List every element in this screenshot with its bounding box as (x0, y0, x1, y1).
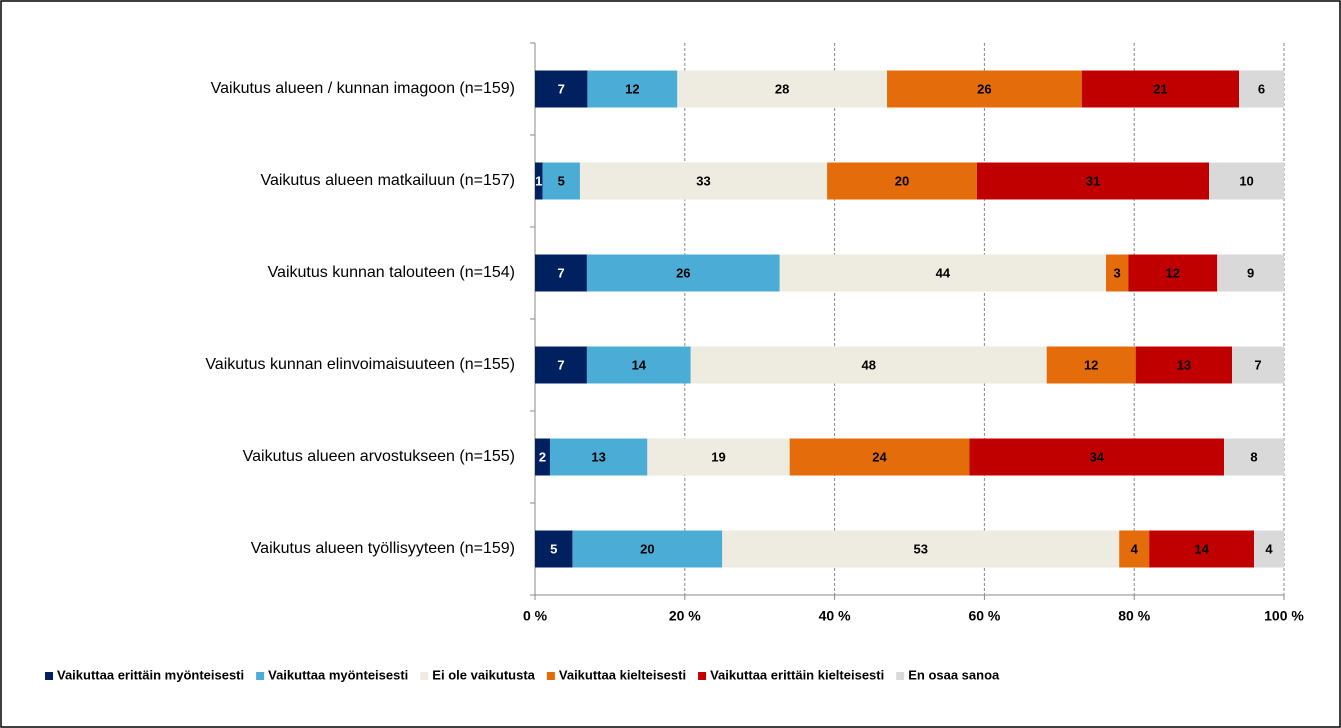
data-label: 20 (640, 541, 654, 556)
data-label: 3 (1114, 265, 1121, 280)
y-tick-label: Vaikutus alueen työllisyyteen (n=159) (251, 540, 515, 557)
bar-segment (586, 254, 780, 292)
bar-segment (1224, 438, 1284, 476)
data-label: 13 (591, 449, 605, 464)
x-tick-label: 0 % (523, 608, 548, 624)
bar-segment (1254, 530, 1284, 568)
data-label: 31 (1086, 173, 1100, 188)
bar-segment (1106, 254, 1129, 292)
y-tick-label: Vaikutus alueen matkailuun (n=157) (260, 172, 515, 189)
bar-segment (586, 346, 691, 384)
bar-segment (549, 438, 648, 476)
data-label: 48 (861, 357, 875, 372)
bar-segment (535, 70, 588, 108)
data-label: 5 (558, 173, 565, 188)
data-label: 13 (1177, 357, 1191, 372)
data-label: 12 (1084, 357, 1098, 372)
bar-segment (779, 254, 1107, 292)
bar-segment (1119, 530, 1150, 568)
data-label: 14 (632, 357, 647, 372)
data-label: 8 (1250, 449, 1257, 464)
x-tick-label: 100 % (1264, 608, 1304, 624)
data-label: 20 (895, 173, 909, 188)
y-tick-label: Vaikutus alueen / kunnan imagoon (n=159) (211, 80, 515, 97)
data-label: 7 (557, 357, 564, 372)
bar-segment (647, 438, 790, 476)
data-label: 26 (676, 265, 690, 280)
data-label: 7 (558, 81, 565, 96)
data-label: 4 (1131, 541, 1139, 556)
legend-label: En osaa sanoa (908, 667, 1000, 682)
data-label: 44 (936, 265, 951, 280)
legend-label: Vaikuttaa erittäin myönteisesti (57, 667, 244, 682)
bar-segment (677, 70, 888, 108)
y-tick-label: Vaikutus kunnan elinvoimaisuuteen (n=155… (205, 356, 515, 373)
legend-label: Vaikuttaa myönteisesti (268, 667, 408, 682)
legend-label: Ei ole vaikutusta (432, 667, 535, 682)
data-label: 10 (1239, 173, 1253, 188)
data-label: 53 (914, 541, 928, 556)
legend-label: Vaikuttaa kielteisesti (559, 667, 686, 682)
bar-segment (827, 162, 977, 200)
bar-segment (579, 162, 828, 200)
bar-segment (542, 162, 580, 200)
data-label: 33 (696, 173, 710, 188)
data-label: 24 (872, 449, 887, 464)
data-label: 7 (557, 265, 564, 280)
bar-segment (1081, 70, 1240, 108)
y-tick-label: Vaikutus alueen arvostukseen (n=155) (243, 448, 515, 465)
data-label: 1 (535, 173, 542, 188)
bar-segment (1149, 530, 1255, 568)
bar-segment (535, 438, 550, 476)
bar-segment (1239, 70, 1284, 108)
bar-segment (1232, 346, 1284, 384)
data-label: 34 (1090, 449, 1105, 464)
bar-segment (1209, 162, 1284, 200)
y-tick-label: Vaikutus kunnan talouteen (n=154) (268, 264, 515, 281)
bar-segment (722, 530, 1120, 568)
data-label: 21 (1153, 81, 1167, 96)
x-tick-label: 20 % (669, 608, 701, 624)
legend-label: Vaikuttaa erittäin kielteisesti (710, 667, 884, 682)
bar-segment (1128, 254, 1218, 292)
legend-swatch (45, 672, 53, 680)
data-label: 26 (977, 81, 991, 96)
x-tick-label: 80 % (1118, 608, 1150, 624)
data-label: 28 (775, 81, 789, 96)
x-tick-label: 40 % (819, 608, 851, 624)
data-label: 7 (1254, 357, 1261, 372)
bar-segment (690, 346, 1047, 384)
data-label: 12 (625, 81, 639, 96)
legend-swatch (256, 672, 265, 680)
bar-segment (1135, 346, 1233, 384)
bar-segment (535, 254, 587, 292)
data-label: 5 (550, 541, 557, 556)
legend-swatch (546, 672, 555, 680)
bar-segment (1217, 254, 1284, 292)
legend-swatch (896, 672, 905, 680)
bar-segment (572, 530, 723, 568)
legend-swatch (420, 672, 429, 680)
data-label: 14 (1194, 541, 1209, 556)
bar-segment (789, 438, 970, 476)
bar-segment (535, 346, 587, 384)
data-label: 4 (1265, 541, 1273, 556)
bar-segment (1046, 346, 1136, 384)
bar-segment (976, 162, 1210, 200)
bar-segment (587, 70, 678, 108)
data-label: 9 (1247, 265, 1254, 280)
bar-segment (535, 162, 543, 200)
data-label: 6 (1258, 81, 1265, 96)
bar-segment (535, 530, 573, 568)
data-label: 12 (1166, 265, 1180, 280)
bar-segment (887, 70, 1082, 108)
bar-segment (969, 438, 1225, 476)
data-label: 19 (711, 449, 725, 464)
x-tick-label: 60 % (968, 608, 1000, 624)
data-label: 2 (539, 449, 546, 464)
legend-swatch (698, 672, 707, 680)
